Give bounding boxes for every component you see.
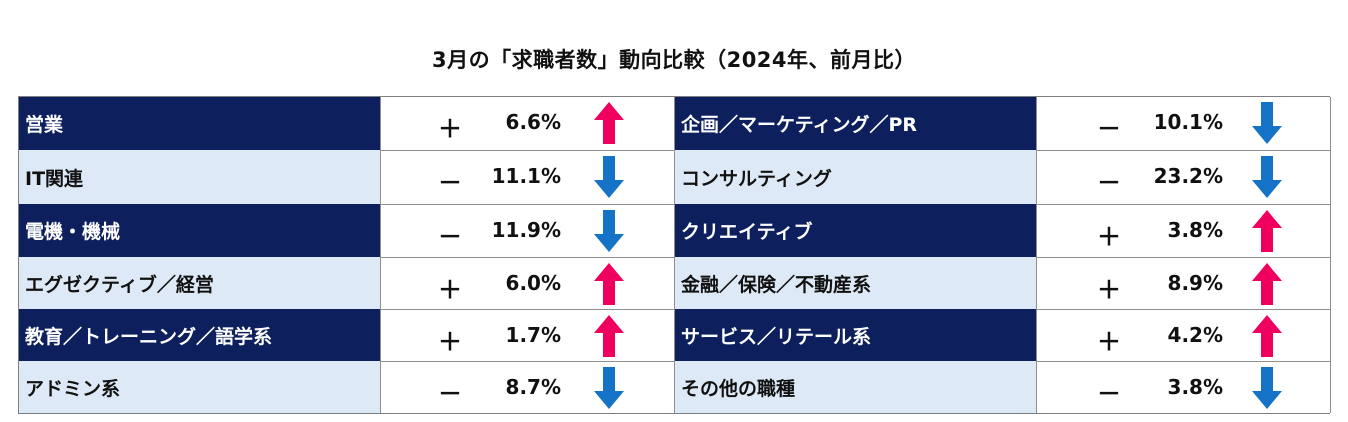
- change-cell: ＋ 6.6%: [380, 97, 675, 150]
- category-label: クリエイティブ: [675, 204, 1036, 257]
- category-label: その他の職種: [675, 361, 1036, 413]
- category-label: 教育／トレーニング／語学系: [19, 309, 380, 361]
- up-arrow-icon: [1252, 263, 1282, 309]
- change-cell: － 11.1%: [380, 150, 675, 204]
- change-sign: ＋: [1097, 223, 1121, 251]
- up-arrow-icon: [1252, 210, 1282, 256]
- change-cell: ＋ 6.0%: [380, 257, 675, 309]
- category-label: IT関連: [19, 150, 380, 204]
- table-row: 営業 ＋ 6.6% 企画／マーケティング／PR － 10.1%: [19, 97, 1331, 150]
- up-arrow-icon: [1252, 315, 1282, 361]
- change-percent: 23.2%: [1153, 164, 1223, 188]
- down-arrow-icon: [594, 156, 624, 202]
- down-arrow-icon: [1252, 367, 1282, 413]
- change-percent: 3.8%: [1167, 218, 1223, 242]
- change-sign: ＋: [438, 328, 462, 356]
- up-arrow-icon: [594, 102, 624, 148]
- category-label: サービス／リテール系: [675, 309, 1036, 361]
- change-sign: ＋: [1097, 276, 1121, 304]
- change-sign: ＋: [438, 115, 462, 143]
- category-label: 営業: [19, 97, 380, 150]
- change-sign: －: [1097, 380, 1121, 408]
- category-label: 企画／マーケティング／PR: [675, 97, 1036, 150]
- change-sign: －: [1097, 169, 1121, 197]
- change-percent: 10.1%: [1153, 110, 1223, 134]
- category-label: エグゼクティブ／経営: [19, 257, 380, 309]
- change-percent: 6.0%: [505, 271, 561, 295]
- table-row: IT関連 － 11.1% コンサルティング － 23.2%: [19, 150, 1331, 204]
- change-percent: 4.2%: [1167, 323, 1223, 347]
- change-sign: －: [438, 380, 462, 408]
- change-sign: －: [438, 169, 462, 197]
- up-arrow-icon: [594, 263, 624, 309]
- table-row: エグゼクティブ／経営 ＋ 6.0% 金融／保険／不動産系 ＋ 8.9%: [19, 257, 1331, 309]
- change-percent: 1.7%: [505, 323, 561, 347]
- change-cell: ＋ 4.2%: [1036, 309, 1331, 361]
- comparison-table: 営業 ＋ 6.6% 企画／マーケティング／PR － 10.1% IT関連 － 11.1% コンサル…: [18, 96, 1331, 414]
- down-arrow-icon: [1252, 156, 1282, 202]
- change-cell: － 10.1%: [1036, 97, 1331, 150]
- change-sign: ＋: [438, 276, 462, 304]
- change-cell: － 23.2%: [1036, 150, 1331, 204]
- change-percent: 3.8%: [1167, 375, 1223, 399]
- table-row: 教育／トレーニング／語学系 ＋ 1.7% サービス／リテール系 ＋ 4.2%: [19, 309, 1331, 361]
- down-arrow-icon: [594, 210, 624, 256]
- change-sign: －: [438, 223, 462, 251]
- category-label: 電機・機械: [19, 204, 380, 257]
- change-percent: 11.1%: [491, 164, 561, 188]
- change-cell: － 11.9%: [380, 204, 675, 257]
- category-label: コンサルティング: [675, 150, 1036, 204]
- change-sign: －: [1097, 115, 1121, 143]
- change-percent: 8.7%: [505, 375, 561, 399]
- change-cell: ＋ 1.7%: [380, 309, 675, 361]
- table-row: 電機・機械 － 11.9% クリエイティブ ＋ 3.8%: [19, 204, 1331, 257]
- change-cell: ＋ 3.8%: [1036, 204, 1331, 257]
- category-label: 金融／保険／不動産系: [675, 257, 1036, 309]
- change-cell: ＋ 8.9%: [1036, 257, 1331, 309]
- change-percent: 11.9%: [491, 218, 561, 242]
- category-label: アドミン系: [19, 361, 380, 413]
- change-percent: 8.9%: [1167, 271, 1223, 295]
- change-cell: － 8.7%: [380, 361, 675, 413]
- table-row: アドミン系 － 8.7% その他の職種 － 3.8%: [19, 361, 1331, 413]
- down-arrow-icon: [1252, 102, 1282, 148]
- down-arrow-icon: [594, 367, 624, 413]
- change-sign: ＋: [1097, 328, 1121, 356]
- change-cell: － 3.8%: [1036, 361, 1331, 413]
- page-title: 3月の「求職者数」動向比較（2024年、前月比）: [431, 48, 917, 72]
- change-percent: 6.6%: [505, 110, 561, 134]
- up-arrow-icon: [594, 315, 624, 361]
